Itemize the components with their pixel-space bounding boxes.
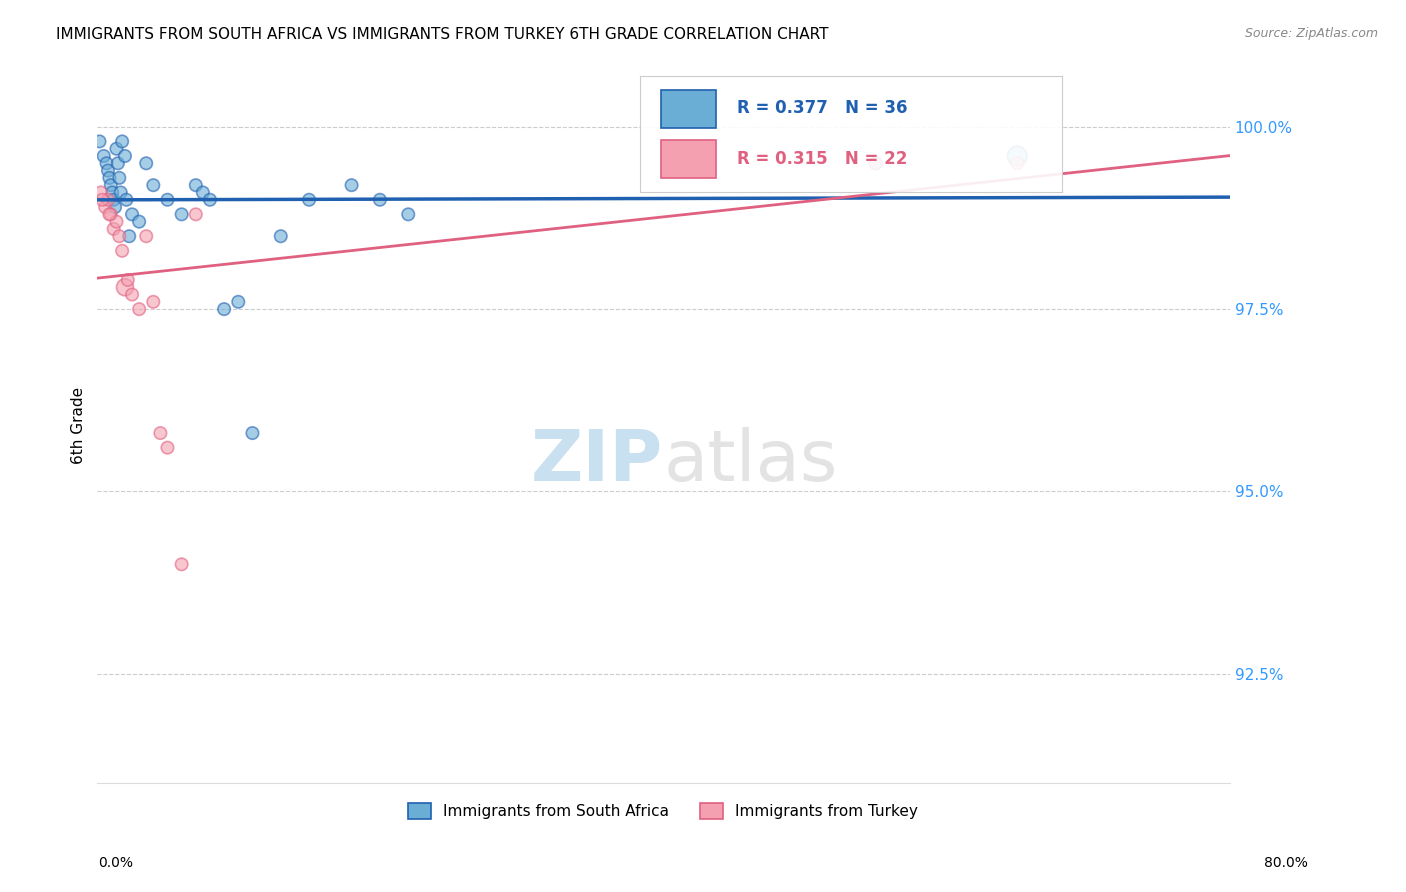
Point xyxy=(368,193,391,207)
FancyBboxPatch shape xyxy=(661,90,716,128)
Point xyxy=(96,156,118,170)
Point xyxy=(396,207,419,221)
Point xyxy=(142,178,165,193)
Point xyxy=(198,193,221,207)
Point xyxy=(170,558,193,572)
Point xyxy=(191,186,214,200)
Point xyxy=(156,193,179,207)
Point xyxy=(114,280,136,294)
Text: 0.0%: 0.0% xyxy=(98,856,134,871)
Point xyxy=(97,193,120,207)
Point xyxy=(212,302,235,317)
Point xyxy=(104,200,127,214)
Point xyxy=(270,229,292,244)
Point xyxy=(1007,156,1029,170)
Point xyxy=(135,156,157,170)
Point xyxy=(97,163,120,178)
Point xyxy=(128,214,150,228)
Point xyxy=(98,170,121,185)
Point xyxy=(135,229,157,244)
Point xyxy=(128,302,150,317)
Text: R = 0.315   N = 22: R = 0.315 N = 22 xyxy=(737,151,907,169)
Point xyxy=(142,294,165,309)
Text: IMMIGRANTS FROM SOUTH AFRICA VS IMMIGRANTS FROM TURKEY 6TH GRADE CORRELATION CHA: IMMIGRANTS FROM SOUTH AFRICA VS IMMIGRAN… xyxy=(56,27,828,42)
Point xyxy=(340,178,363,193)
Point xyxy=(93,149,115,163)
Point xyxy=(156,441,179,455)
Point xyxy=(149,426,172,441)
Point xyxy=(226,294,249,309)
Point xyxy=(100,178,122,193)
Text: atlas: atlas xyxy=(664,427,838,496)
Point xyxy=(103,193,125,207)
Point xyxy=(101,186,124,200)
Text: Source: ZipAtlas.com: Source: ZipAtlas.com xyxy=(1244,27,1378,40)
Point xyxy=(118,229,141,244)
Point xyxy=(107,156,129,170)
Text: R = 0.377   N = 36: R = 0.377 N = 36 xyxy=(737,99,907,117)
Point xyxy=(865,156,887,170)
Point xyxy=(170,207,193,221)
Point xyxy=(94,200,117,214)
Point xyxy=(100,207,122,221)
Point xyxy=(108,170,131,185)
Point xyxy=(110,186,132,200)
Point xyxy=(105,214,128,228)
Point xyxy=(1007,149,1029,163)
Point xyxy=(298,193,321,207)
Point xyxy=(89,135,111,149)
Point xyxy=(121,207,143,221)
FancyBboxPatch shape xyxy=(661,139,716,178)
Point xyxy=(111,135,134,149)
Legend: Immigrants from South Africa, Immigrants from Turkey: Immigrants from South Africa, Immigrants… xyxy=(402,797,924,825)
Point xyxy=(184,178,207,193)
Point xyxy=(184,207,207,221)
Point xyxy=(103,222,125,236)
Point xyxy=(111,244,134,258)
Text: ZIP: ZIP xyxy=(531,427,664,496)
Point xyxy=(115,193,138,207)
Point xyxy=(114,149,136,163)
Text: 80.0%: 80.0% xyxy=(1264,856,1308,871)
Point xyxy=(865,156,887,170)
Y-axis label: 6th Grade: 6th Grade xyxy=(72,387,86,465)
Point xyxy=(117,273,139,287)
Point xyxy=(108,229,131,244)
Point xyxy=(91,193,114,207)
Point xyxy=(98,207,121,221)
Point xyxy=(242,426,264,441)
Point xyxy=(90,186,112,200)
Point xyxy=(121,287,143,301)
Point xyxy=(105,142,128,156)
